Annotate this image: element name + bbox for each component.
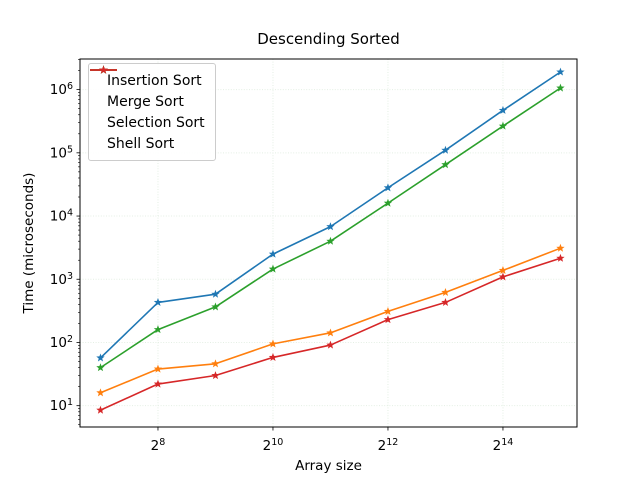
legend-label: Selection Sort: [107, 114, 205, 131]
data-point-marker: [96, 363, 105, 372]
data-point-marker: [556, 67, 565, 76]
data-point-marker: [383, 183, 393, 192]
data-point-marker: [153, 379, 163, 388]
data-point-marker: [383, 198, 393, 207]
data-point-marker: [441, 160, 450, 169]
legend-item-merge-sort: Merge Sort: [90, 65, 205, 112]
legend-label: Shell Sort: [107, 135, 175, 152]
data-point-marker: [211, 371, 220, 380]
x-tick-label: 210: [263, 437, 284, 454]
series-shell-sort: [96, 253, 565, 414]
legend-swatch-shell-sort: [90, 65, 117, 74]
data-point-marker: [211, 302, 220, 311]
axes-frame: [79, 58, 578, 428]
data-point-marker: [556, 243, 565, 252]
data-point-marker: [441, 298, 450, 306]
data-point-marker: [498, 266, 508, 274]
axis-ticks: 28 210 212 214 101 102 103 104 105 106: [50, 59, 514, 454]
data-point-marker: [441, 287, 450, 296]
data-point-marker: [498, 105, 508, 114]
data-point-marker: [96, 388, 105, 397]
series-insertion-sort: [96, 67, 565, 362]
legend-item-shell-sort: Shell Sort: [90, 65, 205, 154]
data-point-marker: [556, 83, 565, 92]
data-point-marker: [153, 325, 163, 334]
x-tick-label: 212: [378, 437, 399, 454]
legend-label: Insertion Sort: [107, 72, 202, 89]
data-point-marker: [556, 253, 565, 262]
legend: Insertion Sort Merge Sort Selection Sort Sh…: [88, 63, 216, 161]
y-axis-label: Time (microseconds): [21, 172, 37, 314]
series-merge-sort: [96, 243, 565, 397]
series-line-merge-sort: [99, 247, 562, 394]
star-marker-icon: [99, 65, 108, 74]
chart-title: Descending Sorted: [257, 30, 400, 48]
data-point-marker: [96, 405, 105, 414]
data-point-marker: [383, 315, 393, 324]
data-point-marker: [326, 222, 335, 231]
x-tick-label: 214: [493, 437, 514, 454]
data-point-marker: [153, 364, 163, 373]
y-tick-label: 105: [50, 144, 73, 161]
data-point-marker: [326, 328, 335, 337]
data-point-marker: [498, 121, 508, 130]
legend-label: Merge Sort: [107, 93, 184, 110]
data-point-marker: [268, 339, 278, 348]
data-point-marker: [268, 264, 278, 273]
legend-item-selection-sort: Selection Sort: [90, 65, 205, 133]
x-tick-label: 28: [151, 437, 166, 454]
data-point-marker: [326, 340, 335, 349]
data-point-marker: [498, 272, 508, 281]
data-point-marker: [383, 307, 393, 315]
data-point-marker: [268, 249, 278, 258]
data-point-marker: [268, 353, 278, 361]
x-axis-label: Array size: [295, 458, 362, 474]
y-tick-label: 103: [50, 271, 73, 288]
y-tick-label: 106: [50, 81, 73, 98]
data-point-marker: [326, 236, 335, 245]
y-tick-label: 104: [50, 208, 73, 225]
series-selection-sort: [96, 83, 565, 372]
y-tick-label: 101: [50, 397, 73, 414]
data-point-marker: [211, 359, 220, 368]
gridlines: [80, 59, 577, 427]
data-point-marker: [441, 145, 450, 154]
data-point-marker: [153, 298, 163, 306]
data-point-marker: [211, 289, 220, 298]
y-tick-label: 102: [50, 334, 73, 351]
data-point-marker: [96, 353, 105, 362]
